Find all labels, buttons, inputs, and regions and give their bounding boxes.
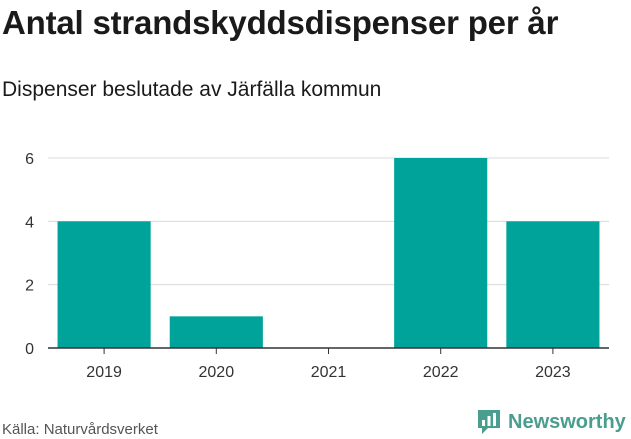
bar-2020[interactable] <box>169 316 263 348</box>
source-note: Källa: Naturvårdsverket <box>2 421 158 438</box>
bar-2023[interactable] <box>506 221 600 348</box>
bars <box>57 158 600 348</box>
bar-chart-bubble-icon <box>478 410 500 434</box>
brand-logo[interactable]: Newsworthy <box>476 408 626 436</box>
x-tick-label: 2020 <box>199 364 235 381</box>
chart-title: Antal strandskyddsdispenser per år <box>2 4 559 41</box>
x-tick-label: 2022 <box>423 364 459 381</box>
bar-2019[interactable] <box>57 221 151 348</box>
x-tick-label: 2019 <box>86 364 122 381</box>
y-tick-label: 0 <box>25 341 34 358</box>
brand-name: Newsworthy <box>508 410 626 433</box>
y-tick-label: 2 <box>25 278 34 295</box>
y-tick-label: 4 <box>25 214 34 231</box>
bar-2022[interactable] <box>394 158 488 348</box>
chart-subtitle: Dispenser beslutade av Järfälla kommun <box>2 78 382 101</box>
y-tick-label: 6 <box>25 151 34 168</box>
x-tick-label: 2023 <box>535 364 571 381</box>
x-axis: 2019 2020 2021 2022 2023 <box>48 347 609 381</box>
x-tick-label: 2021 <box>311 364 347 381</box>
bar-chart: 0 2 4 6 2019 2020 2021 2022 2023 <box>25 151 609 381</box>
